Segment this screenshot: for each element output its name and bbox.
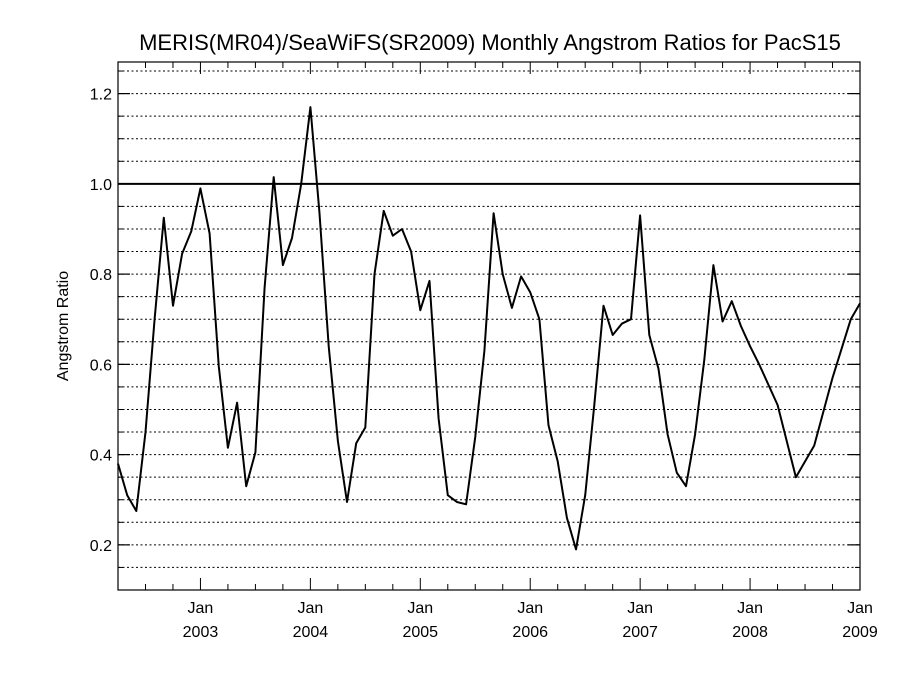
x-tick-year-label: 2009 [842, 624, 878, 641]
plot-area-frame [117, 61, 861, 591]
y-tick-label: 1.0 [90, 177, 112, 194]
y-tick-label: 0.6 [90, 357, 112, 374]
x-tick-year-label: 2004 [293, 624, 329, 641]
y-tick-label: 0.4 [90, 448, 112, 465]
x-tick-month-label: Jan [407, 600, 433, 617]
x-tick-month-label: Jan [627, 600, 653, 617]
x-tick-month-label: Jan [737, 600, 763, 617]
x-tick-month-label: Jan [297, 600, 323, 617]
x-tick-year-label: 2003 [183, 624, 219, 641]
x-tick-month-label: Jan [517, 600, 543, 617]
y-tick-label: 0.8 [90, 267, 112, 284]
x-tick-year-label: 2005 [402, 624, 438, 641]
x-tick-month-label: Jan [188, 600, 214, 617]
x-tick-year-label: 2006 [512, 624, 548, 641]
grid [118, 70, 860, 568]
y-tick-label: 1.2 [90, 87, 112, 104]
chart-title: MERIS(MR04)/SeaWiFS(SR2009) Monthly Angs… [139, 30, 841, 55]
y-tick-label: 0.2 [90, 538, 112, 555]
x-tick-month-label: Jan [847, 600, 873, 617]
y-axis-ticks: 0.2 0.4 0.6 0.8 1.0 1.2 [90, 70, 860, 568]
series-line-0 [117, 106, 861, 551]
x-tick-year-label: 2008 [732, 624, 768, 641]
x-tick-year-label: 2007 [622, 624, 658, 641]
series [117, 106, 861, 551]
y-axis-label: Angstrom Ratio [55, 271, 72, 381]
x-axis-ticks: Jan 2003 Jan 2004 Jan 2005 Jan 2006 Jan 2007 Jan 20… [117, 62, 878, 641]
